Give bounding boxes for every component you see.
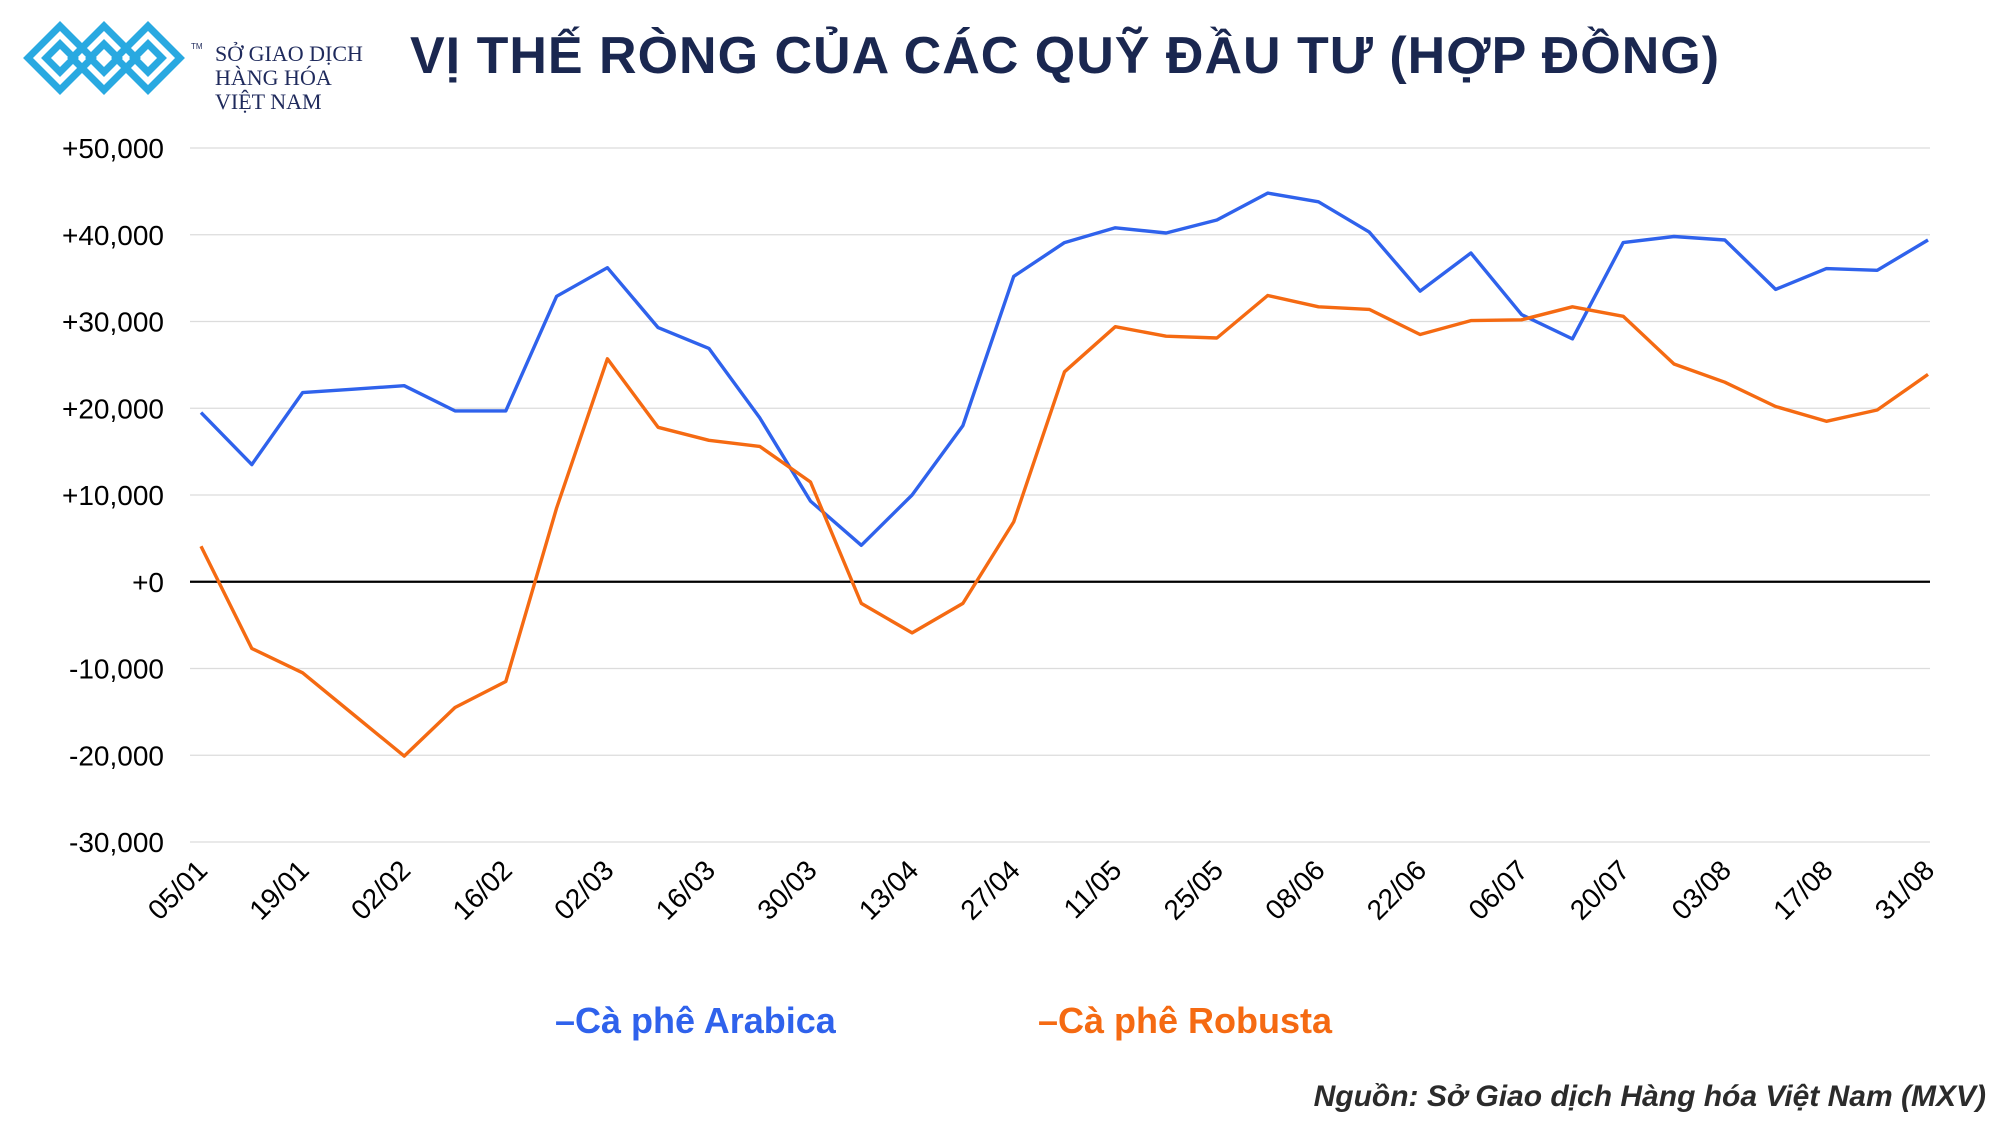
y-tick-label: +0 xyxy=(132,567,164,598)
y-tick-label: +10,000 xyxy=(62,480,164,511)
x-tick-label: 30/03 xyxy=(751,854,822,925)
x-tick-label: 16/03 xyxy=(650,854,721,925)
y-tick-label: +30,000 xyxy=(62,307,164,338)
y-tick-label: +40,000 xyxy=(62,220,164,251)
y-tick-label: -10,000 xyxy=(69,654,164,685)
series-lines xyxy=(199,191,1929,758)
x-tick-label: 19/01 xyxy=(243,854,314,925)
logo-text: SỞ GIAO DỊCH HÀNG HÓA VIỆT NAM xyxy=(215,42,363,114)
series-line-robusta xyxy=(199,293,1929,758)
y-tick-label: +50,000 xyxy=(62,133,164,164)
x-tick-label: 03/08 xyxy=(1666,854,1737,925)
x-tick-label: 02/02 xyxy=(345,854,416,925)
x-axis-ticks: 05/01 19/01 02/02 16/02 02/03 16/03 30/03 13/04… xyxy=(142,854,1940,925)
y-tick-label: -20,000 xyxy=(69,740,164,771)
x-tick-label: 17/08 xyxy=(1767,854,1838,925)
y-axis-ticks: +50,000 +40,000 +30,000 +20,000 +10,000 +0 -10… xyxy=(62,133,164,858)
source-note: Nguồn: Sở Giao dịch Hàng hóa Việt Nam (M… xyxy=(1313,1080,1986,1113)
x-tick-label: 13/04 xyxy=(853,854,924,925)
x-tick-label: 22/06 xyxy=(1361,854,1432,925)
x-tick-label: 25/05 xyxy=(1158,854,1229,925)
x-tick-label: 31/08 xyxy=(1869,854,1940,925)
series-line-arabica xyxy=(199,191,1929,547)
y-tick-label: -30,000 xyxy=(69,827,164,858)
x-tick-label: 20/07 xyxy=(1564,854,1635,925)
x-tick-label: 02/03 xyxy=(548,854,619,925)
legend-arabica: –Cà phê Arabica xyxy=(555,1000,836,1041)
logo-line-2: HÀNG HÓA xyxy=(215,65,332,90)
legend-robusta: –Cà phê Robusta xyxy=(1038,1000,1333,1041)
x-tick-label: 27/04 xyxy=(954,854,1025,925)
y-tick-label: +20,000 xyxy=(62,393,164,424)
logo-line-3: VIỆT NAM xyxy=(215,89,322,114)
x-tick-label: 06/07 xyxy=(1462,854,1533,925)
x-tick-label: 05/01 xyxy=(142,854,213,925)
chart-title: VỊ THẾ RÒNG CỦA CÁC QUỸ ĐẦU TƯ (HỢP ĐỒNG… xyxy=(410,27,1721,85)
grid-lines xyxy=(190,147,1930,843)
mxv-logo-icon xyxy=(23,21,185,95)
logo-line-1: SỞ GIAO DỊCH xyxy=(215,41,363,66)
mxv-logo: TM SỞ GIAO DỊCH HÀNG HÓA VIỆT NAM xyxy=(20,18,365,114)
x-tick-label: 11/05 xyxy=(1058,854,1128,924)
x-tick-label: 16/02 xyxy=(447,854,518,925)
net-position-chart: +50,000 +40,000 +30,000 +20,000 +10,000 +0 -10… xyxy=(62,133,1940,926)
logo-trademark: TM xyxy=(191,42,203,51)
x-tick-label: 08/06 xyxy=(1259,854,1330,925)
